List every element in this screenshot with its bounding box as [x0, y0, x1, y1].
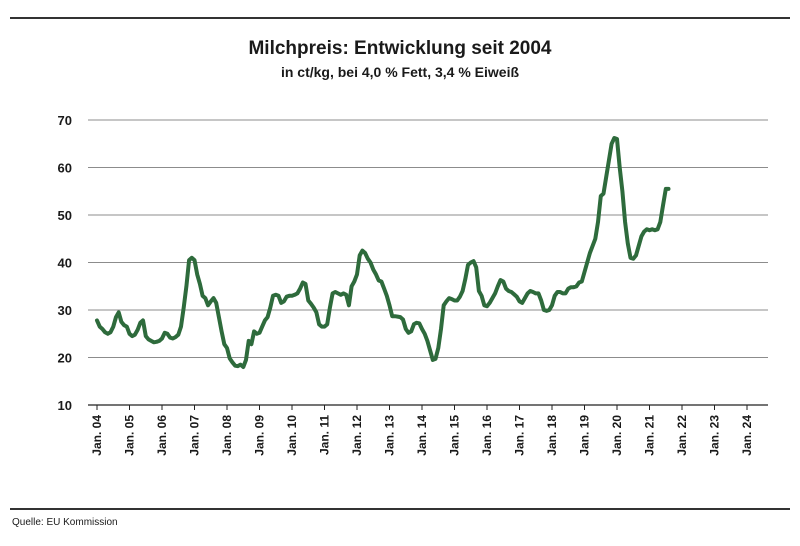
x-tick-label: Jan. 05: [123, 415, 137, 456]
x-tick-label: Jan. 22: [675, 415, 689, 456]
grid-lines: [88, 119, 768, 406]
x-tick-label: Jan. 20: [610, 415, 624, 456]
chart-title: Milchpreis: Entwicklung seit 2004: [248, 38, 552, 59]
x-tick-label: Jan. 11: [318, 415, 332, 455]
x-tick-label: Jan. 19: [578, 415, 592, 456]
x-tick-label: Jan. 24: [740, 415, 754, 456]
y-tick-label: 40: [58, 256, 72, 271]
y-tick-label: 20: [58, 351, 72, 366]
x-tick-label: Jan. 07: [188, 415, 202, 456]
x-tick-label: Jan. 13: [383, 415, 397, 456]
x-tick-label: Jan. 08: [220, 415, 234, 456]
series-line-0: [95, 136, 671, 369]
y-tick-label: 10: [58, 398, 72, 413]
y-tick-label: 60: [58, 161, 72, 176]
bottom-rule: [10, 508, 790, 510]
y-tick-label: 50: [58, 208, 72, 223]
series-layer: [95, 136, 671, 369]
x-tick-label: Jan. 17: [513, 415, 527, 456]
chart-subtitle: in ct/kg, bei 4,0 % Fett, 3,4 % Eiweiß: [280, 64, 520, 80]
x-tick-label: Jan. 16: [480, 415, 494, 456]
x-tick-label: Jan. 10: [285, 415, 299, 456]
x-tick-label: Jan. 12: [350, 415, 364, 456]
x-tick-label: Jan. 14: [415, 415, 429, 456]
x-tick-label: Jan. 21: [643, 415, 657, 456]
x-tick-label: Jan. 23: [708, 415, 722, 456]
y-tick-label: 30: [58, 303, 72, 318]
y-axis-ticks: 10 20 30 40 50 60 70: [58, 113, 72, 413]
y-tick-label: 70: [58, 113, 72, 128]
x-tick-label: Jan. 06: [155, 415, 169, 456]
x-tick-label: Jan. 09: [253, 415, 267, 456]
source-note: Quelle: EU Kommission: [12, 517, 118, 528]
top-rule: [10, 17, 790, 19]
x-axis-ticks: Jan. 04 Jan. 05 Jan. 06 Jan. 07 Jan. 08 Jan. …: [90, 405, 754, 456]
x-tick-label: Jan. 04: [90, 415, 104, 456]
x-tick-label: Jan. 15: [448, 415, 462, 456]
x-tick-label: Jan. 18: [545, 415, 559, 456]
